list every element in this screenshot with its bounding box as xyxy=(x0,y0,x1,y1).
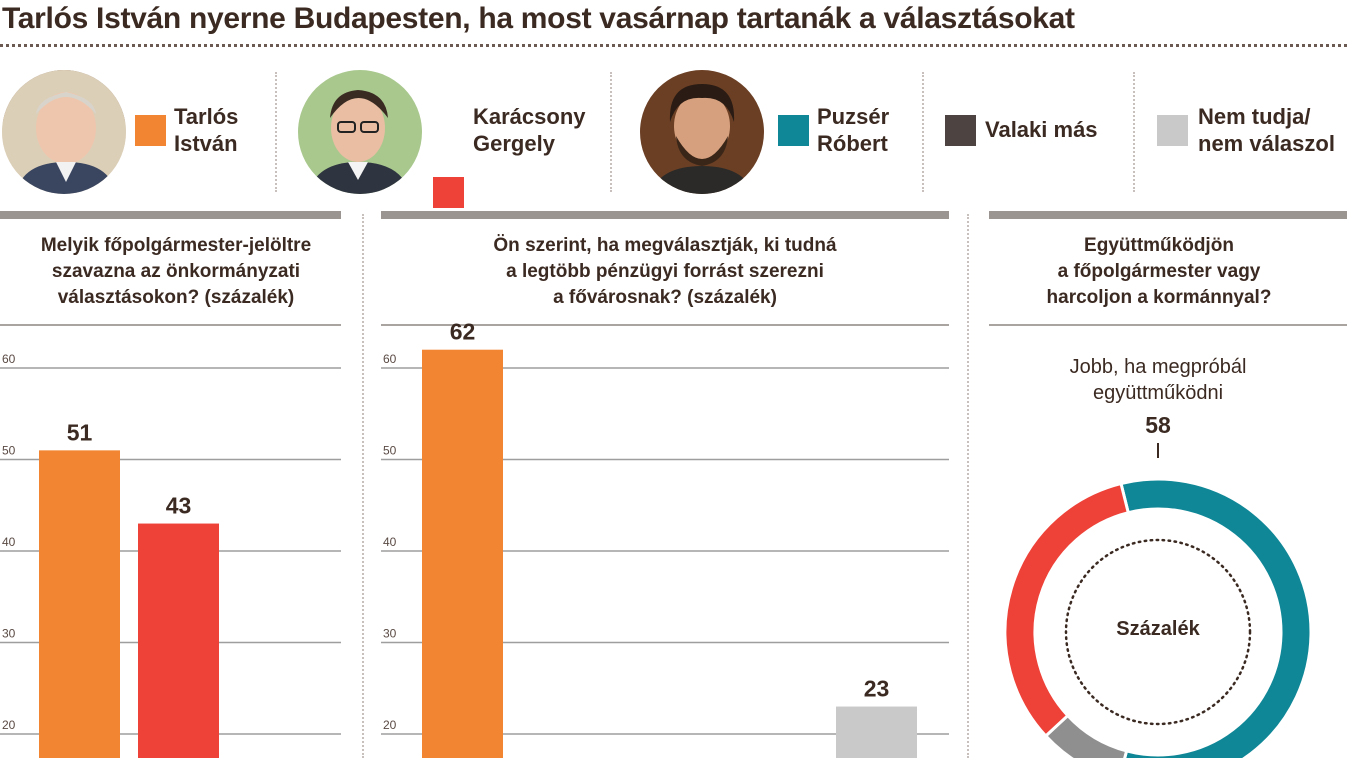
puzser-label-line2: Róbert xyxy=(817,131,888,156)
y-tick-label: 20 xyxy=(2,718,16,732)
headline-rule xyxy=(0,44,1347,47)
y-tick-label: 60 xyxy=(2,352,16,366)
donut-callout-text: Jobb, ha megpróbál együttműködni xyxy=(1000,354,1316,406)
donut-callout-line: együttműködni xyxy=(1092,382,1224,404)
tarlos-portrait xyxy=(2,70,126,194)
panel2-question-line: Ön szerint, ha megválasztják, ki tudná xyxy=(493,235,837,256)
donut-chart-cooperation xyxy=(1003,443,1313,758)
panel3-question-line: a főpolgármester vagy xyxy=(1057,261,1261,282)
panel2-rule xyxy=(381,324,949,326)
y-tick-label: 20 xyxy=(383,718,397,732)
bar-value-label: 51 xyxy=(67,419,93,445)
panel1-rule xyxy=(0,324,341,326)
column-separator xyxy=(362,214,364,758)
panel3-question-line: harcoljon a kormánnyal? xyxy=(1046,287,1272,308)
legend-separator xyxy=(610,72,612,192)
tarlos-portrait-image xyxy=(2,70,126,194)
tarlos-label: Tarlós István xyxy=(174,103,238,157)
bar xyxy=(138,523,219,758)
legend: Tarlós István Karácsony Gergely Puzsér xyxy=(0,62,1347,208)
donut-callout-value: 58 xyxy=(1145,412,1171,438)
nemtudja-label-line2: nem válaszol xyxy=(1198,131,1335,156)
legend-separator xyxy=(922,72,924,192)
panel3-rule xyxy=(989,324,1347,326)
bar-chart-funding: 20 30 40 50 60 62 23 xyxy=(381,319,949,758)
tarlos-swatch xyxy=(135,115,166,146)
bar xyxy=(836,706,917,758)
bar-value-label: 62 xyxy=(450,319,476,345)
panel1-question-line: Melyik főpolgármester-jelöltre xyxy=(40,235,312,256)
tarlos-label-line1: Tarlós xyxy=(174,104,239,129)
donut-callout-line: Jobb, ha megpróbál xyxy=(1069,356,1247,378)
karacsony-swatch xyxy=(433,177,464,208)
donut-center-label: Százalék xyxy=(1116,618,1200,640)
panel2-question-line: a fővárosnak? (százalék) xyxy=(553,287,777,308)
valaki-label: Valaki más xyxy=(985,116,1098,143)
puzser-portrait-image xyxy=(640,70,764,194)
legend-separator xyxy=(275,72,277,192)
y-tick-label: 50 xyxy=(383,444,397,458)
panel3-question-line: Együttműködjön xyxy=(1084,235,1234,256)
bar-chart-candidates: 20 30 40 50 60 51 43 xyxy=(0,352,341,758)
puzser-label-line1: Puzsér xyxy=(817,104,890,129)
donut-slice xyxy=(1119,477,1313,758)
legend-separator xyxy=(1133,72,1135,192)
panel1-question-line: választásokon? (százalék) xyxy=(57,287,295,308)
panel2-bar xyxy=(381,211,949,219)
panel3-question: Együttműködjön a főpolgármester vagy har… xyxy=(989,233,1329,311)
column-separator xyxy=(967,214,969,758)
panel3-bar xyxy=(989,211,1347,219)
y-tick-label: 30 xyxy=(383,627,397,641)
valaki-label-line1: Valaki más xyxy=(985,117,1098,142)
bar-value-label: 23 xyxy=(864,676,890,702)
panel2-question-line: a legtöbb pénzügyi forrást szerezni xyxy=(506,261,824,282)
karacsony-portrait-image xyxy=(298,70,422,194)
panel1-question: Melyik főpolgármester-jelöltre szavazna … xyxy=(0,233,352,311)
tarlos-label-line2: István xyxy=(174,131,238,156)
karacsony-label-line1: Karácsony xyxy=(473,104,586,129)
karacsony-label-line2: Gergely xyxy=(473,131,555,156)
bar-value-label: 43 xyxy=(166,493,192,519)
nemtudja-label: Nem tudja/ nem válaszol xyxy=(1198,103,1335,157)
nemtudja-label-line1: Nem tudja/ xyxy=(1198,104,1311,129)
y-tick-label: 30 xyxy=(2,627,16,641)
headline: Tarlós István nyerne Budapesten, ha most… xyxy=(2,2,1075,35)
puzser-swatch xyxy=(778,115,809,146)
nemtudja-swatch xyxy=(1157,115,1188,146)
y-tick-label: 60 xyxy=(383,352,397,366)
panel1-bar xyxy=(0,211,341,219)
bar xyxy=(39,450,120,758)
y-tick-label: 50 xyxy=(2,444,16,458)
puzser-label: Puzsér Róbert xyxy=(817,103,889,157)
panel2-question: Ön szerint, ha megválasztják, ki tudná a… xyxy=(381,233,949,311)
karacsony-label: Karácsony Gergely xyxy=(473,103,586,157)
y-tick-label: 40 xyxy=(2,535,16,549)
donut-slice xyxy=(1003,481,1131,739)
panel1-question-line: szavazna az önkormányzati xyxy=(51,261,301,282)
karacsony-portrait xyxy=(298,70,422,194)
y-tick-label: 40 xyxy=(383,535,397,549)
puzser-portrait xyxy=(640,70,764,194)
donut-inner-dotted-circle xyxy=(1064,538,1252,726)
bar xyxy=(422,349,503,758)
valaki-swatch xyxy=(945,115,976,146)
